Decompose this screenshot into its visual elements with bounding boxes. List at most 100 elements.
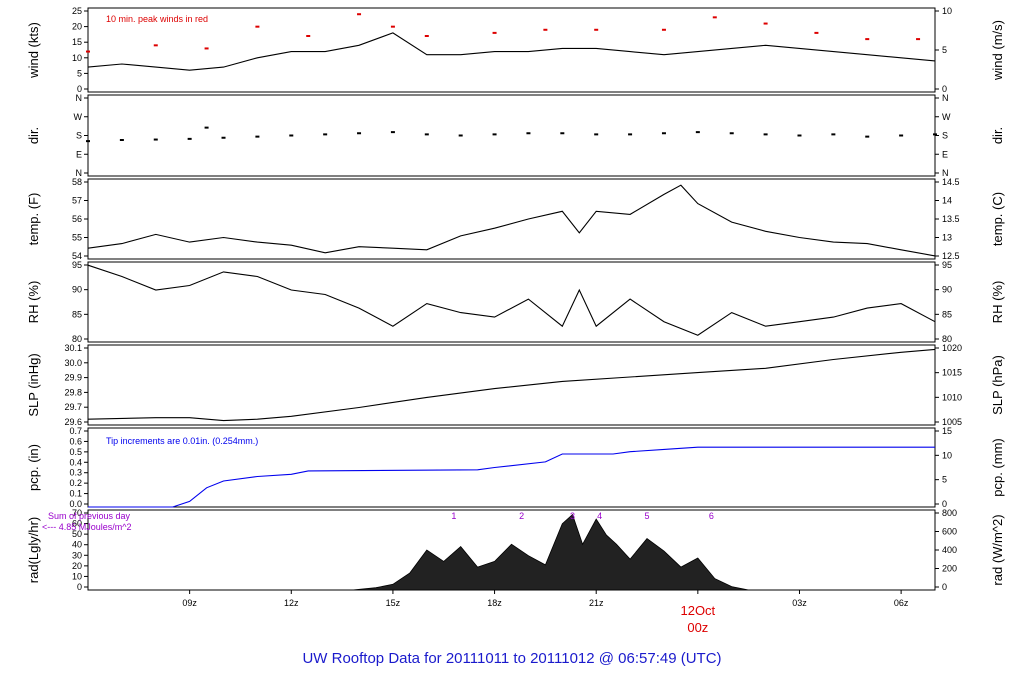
y-tick-label-left: 10 [72,571,82,581]
x-tick-label: 06z [894,598,909,608]
y-tick-label-right: 0 [942,499,947,509]
y-tick-label-left: 80 [72,334,82,344]
hour-marker-label: 1 [451,511,456,521]
panel-frame [87,178,936,260]
x-tick-label: 21z [589,598,604,608]
date-label-day: 12Oct [680,603,715,618]
y-tick-label-left: 70 [72,508,82,518]
y-tick-label-right: 85 [942,309,952,319]
x-tick-label: 15z [386,598,401,608]
y-tick-label-left: 55 [72,233,82,243]
y-tick-label-left: 50 [72,529,82,539]
y-tick-label-right: 1010 [942,392,962,402]
y-tick-label-right: 80 [942,334,952,344]
y-tick-label-left: 5 [77,68,82,78]
y-tick-label-left: 0.7 [69,426,82,436]
tip-increment-annotation: Tip increments are 0.01in. (0.254mm.) [106,436,258,446]
y-tick-label-right: N [942,168,949,178]
wind-line [87,32,936,71]
y-tick-label-right: 400 [942,545,957,555]
y-tick-label-left: 20 [72,561,82,571]
direction-point [187,137,192,140]
peak-wind-point [306,35,311,37]
peak-wind-point [255,25,260,28]
peak-wind-point [357,13,362,16]
y-tick-label-right: 0 [942,582,947,592]
panel-frame [87,7,936,93]
direction-point [357,132,362,135]
direction-point [323,133,328,136]
radiation-area [352,513,749,591]
y-tick-label-right: 1020 [942,343,962,353]
y-axis-label-right: wind (m/s) [990,20,1005,81]
peak-wind-point [390,25,395,28]
y-axis-label-right: rad (W/m^2) [990,514,1005,585]
y-tick-label-left: 0.6 [69,436,82,446]
peak-wind-point [916,38,921,41]
radiation-sum-label: Sum of previous day [48,511,131,521]
y-tick-label-left: 0.0 [69,499,82,509]
direction-point [119,139,124,141]
direction-point [729,132,734,135]
y-tick-label-left: 0 [77,582,82,592]
y-tick-label-left: W [74,112,83,122]
y-tick-label-left: E [76,149,82,159]
y-tick-label-left: 58 [72,177,82,187]
direction-point [661,132,666,135]
y-tick-label-right: 1005 [942,417,962,427]
page-title: UW Rooftop Data for 20111011 to 20111012… [302,650,722,667]
y-tick-label-right: 0 [942,84,947,94]
y-tick-label-right: 12.5 [942,251,960,261]
y-axis-label-right: pcp. (mm) [990,438,1005,497]
direction-point [797,134,802,137]
direction-point [204,126,209,129]
direction-point [86,140,90,143]
y-tick-label-right: 10 [942,450,952,460]
peak-wind-point [204,47,209,50]
y-tick-label-right: W [942,112,951,122]
direction-point [255,135,260,138]
y-tick-label-left: 30 [72,550,82,560]
y-tick-label-left: 0.4 [69,457,82,467]
y-tick-label-left: 0.3 [69,468,82,478]
y-tick-label-left: 95 [72,260,82,270]
y-tick-label-right: 14.5 [942,177,960,187]
x-tick-label: 18z [487,598,502,608]
y-axis-label-right: SLP (hPa) [990,355,1005,415]
y-tick-label-right: 90 [942,285,952,295]
y-tick-label-left: 25 [72,6,82,16]
rh-line [87,264,936,336]
hour-marker-label: 3 [570,511,575,521]
y-tick-label-left: 57 [72,196,82,206]
direction-point [526,132,531,135]
peak-wind-point [661,28,666,31]
peak-wind-point [763,22,768,25]
y-tick-label-left: 0.2 [69,478,82,488]
y-tick-label-left: N [76,93,83,103]
y-axis-label-left: temp. (F) [26,193,41,246]
y-axis-label-left: RH (%) [26,281,41,324]
direction-point [628,133,633,136]
hour-marker-label: 4 [597,511,602,521]
y-tick-label-right: S [942,131,948,141]
date-label-hour: 00z [687,620,708,635]
direction-point [221,136,226,139]
y-tick-label-right: E [942,149,948,159]
y-tick-label-left: S [76,131,82,141]
direction-point [560,132,565,135]
y-tick-label-left: 29.7 [64,402,82,412]
y-axis-label-right: temp. (C) [990,192,1005,246]
y-tick-label-left: 54 [72,251,82,261]
direction-point [424,133,429,136]
y-tick-label-left: 0.1 [69,489,82,499]
hour-marker-label: 2 [519,511,524,521]
y-tick-label-left: 20 [72,22,82,32]
y-tick-label-right: 200 [942,564,957,574]
y-tick-label-right: 15 [942,426,952,436]
peak-wind-point [814,31,819,34]
peak-wind-annotation: 10 min. peak winds in red [106,14,208,24]
peak-wind-point [594,28,599,31]
y-tick-label-right: 13.5 [942,214,960,224]
panel-frame [87,344,936,426]
